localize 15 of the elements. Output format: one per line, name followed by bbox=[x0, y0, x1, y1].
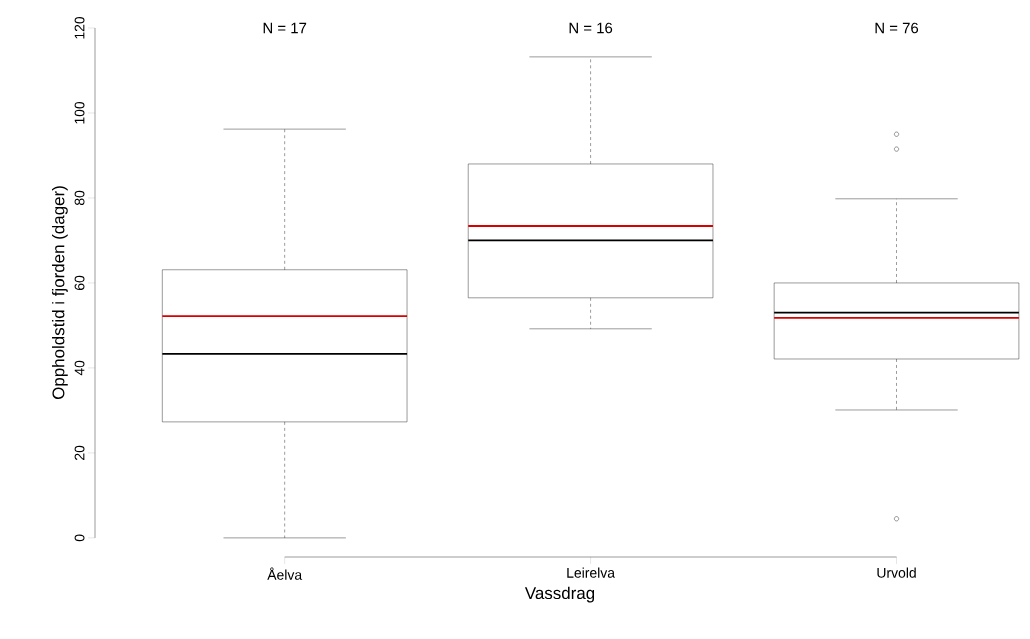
y-tick-label: 0 bbox=[74, 534, 85, 542]
y-tick-label: 80 bbox=[74, 190, 85, 206]
y-axis-title: Oppholdstid i fjorden (dager) bbox=[51, 186, 68, 400]
y-tick-label: 40 bbox=[74, 360, 85, 376]
annotation: N = 76 bbox=[875, 22, 919, 34]
x-tick-label: Urvold bbox=[877, 567, 916, 578]
annotation: N = 16 bbox=[569, 22, 613, 34]
x-tick-label: Åelva bbox=[267, 567, 303, 580]
annotation: N = 17 bbox=[263, 22, 307, 34]
y-tick-label: 60 bbox=[74, 275, 85, 290]
y-tick-label: 20 bbox=[74, 445, 85, 460]
y-tick-label: 120 bbox=[74, 16, 85, 39]
x-tick-label: Leirelva bbox=[567, 567, 616, 578]
x-axis-title: Vassdrag bbox=[524, 586, 595, 603]
y-tick-label: 100 bbox=[74, 101, 85, 124]
